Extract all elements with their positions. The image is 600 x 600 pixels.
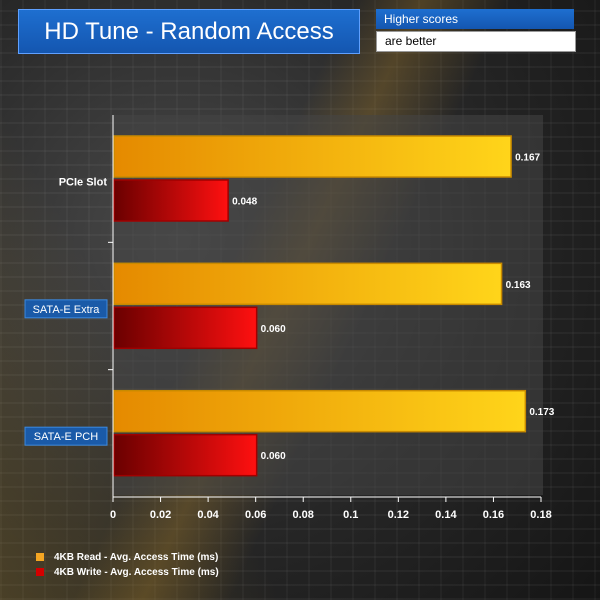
legend-label-write: 4KB Write - Avg. Access Time (ms) — [54, 566, 219, 578]
value-label-write-1: 0.060 — [261, 324, 286, 335]
note-higher-scores: Higher scores — [376, 9, 574, 29]
x-tick-label-2: 0.04 — [197, 509, 219, 521]
x-tick-label-8: 0.16 — [483, 509, 504, 521]
value-label-write-2: 0.060 — [261, 451, 286, 462]
x-tick-label-4: 0.08 — [293, 509, 314, 521]
legend-item-read: 4KB Read - Avg. Access Time (ms) — [36, 550, 219, 564]
bar-write-1 — [113, 306, 258, 350]
category-label-0: PCIe Slot — [59, 177, 108, 189]
x-tick-label-7: 0.14 — [435, 509, 457, 521]
legend-item-write: 4KB Write - Avg. Access Time (ms) — [36, 565, 219, 579]
x-tick-label-3: 0.06 — [245, 509, 266, 521]
legend-swatch-read — [36, 553, 44, 561]
category-label-2: SATA-E PCH — [34, 431, 98, 443]
x-tick-label-9: 0.18 — [530, 509, 551, 521]
bar-read-1 — [113, 262, 503, 306]
chart-title: HD Tune - Random Access — [18, 9, 360, 54]
legend-label-read: 4KB Read - Avg. Access Time (ms) — [54, 551, 219, 563]
x-tick-label-5: 0.1 — [343, 509, 358, 521]
note-are-better: are better — [376, 31, 576, 52]
x-tick-label-1: 0.02 — [150, 509, 171, 521]
value-label-read-2: 0.173 — [529, 407, 554, 418]
bar-write-2 — [113, 433, 258, 477]
category-label-box-1 — [24, 299, 108, 319]
category-label-box-2 — [24, 426, 108, 446]
x-tick-label-6: 0.12 — [388, 509, 409, 521]
category-label-1: SATA-E Extra — [33, 304, 101, 316]
value-label-write-0: 0.048 — [232, 197, 257, 208]
value-label-read-1: 0.163 — [506, 280, 531, 291]
bar-read-0 — [113, 135, 512, 178]
x-tick-label-0: 0 — [110, 509, 116, 521]
legend: 4KB Read - Avg. Access Time (ms) 4KB Wri… — [36, 550, 219, 580]
bar-read-2 — [113, 389, 527, 433]
legend-swatch-write — [36, 568, 44, 576]
bar-write-0 — [113, 179, 229, 222]
value-label-read-0: 0.167 — [515, 153, 540, 164]
